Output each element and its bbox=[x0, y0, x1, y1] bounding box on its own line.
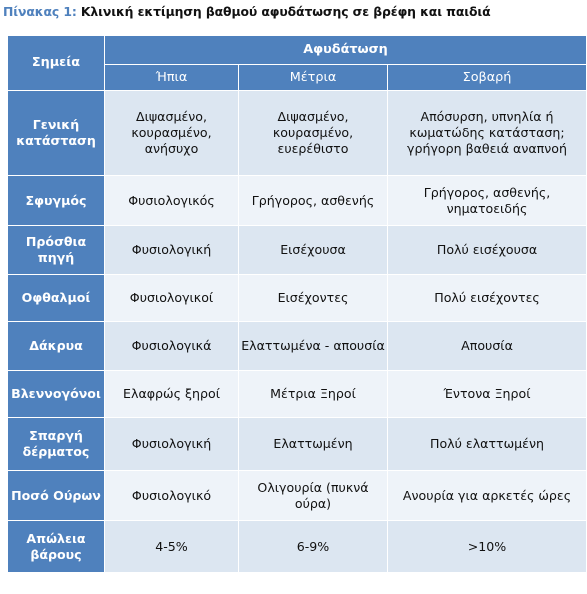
table-cell: Πολύ εισέχουσα bbox=[386, 225, 587, 275]
row-header: Δάκρυα bbox=[7, 321, 105, 371]
table-row: Ποσό Ούρων Φυσιολογικό Ολιγουρία (πυκνά … bbox=[7, 470, 587, 521]
column-header-moderate: Μέτρια bbox=[238, 64, 388, 91]
row-header: Ποσό Ούρων bbox=[7, 470, 105, 521]
table-row: Γενική κατάσταση Διψασμένο, κουρασμένο, … bbox=[7, 90, 587, 176]
table-row: Πρόσθια πηγή Φυσιολογική Εισέχουσα Πολύ … bbox=[7, 225, 587, 275]
row-header: Σπαργή δέρματος bbox=[7, 417, 105, 471]
table-cell: Ελαττωμένα - απουσία bbox=[238, 321, 388, 371]
table-row: Δάκρυα Φυσιολογικά Ελαττωμένα - απουσία … bbox=[7, 321, 587, 371]
row-header: Σφυγμός bbox=[7, 175, 105, 226]
table-cell: Ελαττωμένη bbox=[238, 417, 388, 471]
row-header: Βλεννογόνοι bbox=[7, 370, 105, 418]
table-cell: >10% bbox=[386, 520, 587, 573]
caption-label: Πίνακας 1: bbox=[3, 4, 77, 19]
table-caption: Πίνακας 1: Κλινική εκτίμηση βαθμού αφυδά… bbox=[3, 4, 491, 19]
table-row: Οφθαλμοί Φυσιολογικοί Εισέχοντες Πολύ ει… bbox=[7, 274, 587, 322]
table-cell: Διψασμένο, κουρασμένο, ανήσυχο bbox=[104, 90, 239, 176]
row-header: Απώλεια βάρους bbox=[7, 520, 105, 573]
table-cell: Φυσιολογικά bbox=[104, 321, 239, 371]
table-cell: Γρήγορος, ασθενής, νηματοειδής bbox=[386, 175, 587, 226]
dehydration-table: Σημεία Αφυδάτωση Ήπια Μέτρια Σοβαρή Γενι… bbox=[7, 35, 587, 573]
table-cell: Απουσία bbox=[386, 321, 587, 371]
table-cell: 4-5% bbox=[104, 520, 239, 573]
caption-title: Κλινική εκτίμηση βαθμού αφυδάτωσης σε βρ… bbox=[80, 4, 491, 19]
table-cell: Διψασμένο, κουρασμένο, ευερέθιστο bbox=[238, 90, 388, 176]
column-header-severe: Σοβαρή bbox=[386, 64, 587, 91]
table-cell: Φυσιολογική bbox=[104, 417, 239, 471]
table-cell: Ολιγουρία (πυκνά ούρα) bbox=[238, 470, 388, 521]
table-row: Σπαργή δέρματος Φυσιολογική Ελαττωμένη Π… bbox=[7, 417, 587, 471]
table-cell: Φυσιολογικοί bbox=[104, 274, 239, 322]
table-cell: Φυσιολογικό bbox=[104, 470, 239, 521]
table-cell: Εισέχουσα bbox=[238, 225, 388, 275]
table-cell: Φυσιολογική bbox=[104, 225, 239, 275]
table-row: Βλεννογόνοι Ελαφρώς ξηροί Μέτρια Ξηροί Έ… bbox=[7, 370, 587, 418]
table-cell: Εισέχοντες bbox=[238, 274, 388, 322]
row-header: Πρόσθια πηγή bbox=[7, 225, 105, 275]
table-cell: Ανουρία για αρκετές ώρες bbox=[386, 470, 587, 521]
table-cell: Πολύ εισέχοντες bbox=[386, 274, 587, 322]
table-cell: Φυσιολογικός bbox=[104, 175, 239, 226]
table-cell: Πολύ ελαττωμένη bbox=[386, 417, 587, 471]
table-cell: 6-9% bbox=[238, 520, 388, 573]
row-header: Οφθαλμοί bbox=[7, 274, 105, 322]
table-cell: Απόσυρση, υπνηλία ή κωματώδης κατάσταση;… bbox=[386, 90, 587, 176]
table-cell: Γρήγορος, ασθενής bbox=[238, 175, 388, 226]
group-header: Αφυδάτωση bbox=[103, 35, 587, 65]
table-cell: Μέτρια Ξηροί bbox=[238, 370, 388, 418]
table-row: Απώλεια βάρους 4-5% 6-9% >10% bbox=[7, 520, 587, 573]
table-cell: Ελαφρώς ξηροί bbox=[104, 370, 239, 418]
column-header-mild: Ήπια bbox=[104, 64, 239, 91]
row-header: Γενική κατάσταση bbox=[7, 90, 105, 176]
table-row: Σφυγμός Φυσιολογικός Γρήγορος, ασθενής Γ… bbox=[7, 175, 587, 226]
corner-header: Σημεία bbox=[7, 35, 105, 91]
table-cell: Έντονα Ξηροί bbox=[386, 370, 587, 418]
